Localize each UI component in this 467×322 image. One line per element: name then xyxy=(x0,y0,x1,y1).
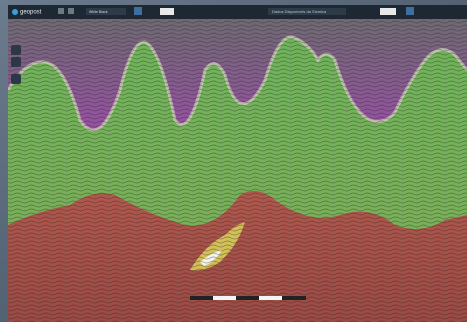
side-controls xyxy=(11,45,21,84)
tool-button[interactable] xyxy=(68,8,74,14)
tool-button[interactable] xyxy=(58,8,64,14)
tool-button[interactable] xyxy=(134,7,142,15)
seismic-section xyxy=(8,19,467,322)
tool-button[interactable] xyxy=(406,7,414,15)
toolbar: geopost White Black Dados Disponíveis da… xyxy=(8,5,467,19)
dataset: Dados Disponíveis da Sísmica xyxy=(272,9,327,14)
zoom-out[interactable] xyxy=(11,57,21,67)
strata-texture xyxy=(8,19,467,322)
dataset-select[interactable] xyxy=(268,8,346,15)
zoom-in[interactable] xyxy=(11,45,21,55)
logo: geopost xyxy=(20,10,42,16)
value-input[interactable] xyxy=(160,8,174,15)
page-input[interactable] xyxy=(380,8,396,15)
colormap-select[interactable] xyxy=(86,8,126,15)
colormap: White Black xyxy=(89,10,108,14)
fit-view[interactable] xyxy=(11,74,21,84)
scale-bar xyxy=(190,296,306,300)
logo-icon xyxy=(12,9,18,15)
